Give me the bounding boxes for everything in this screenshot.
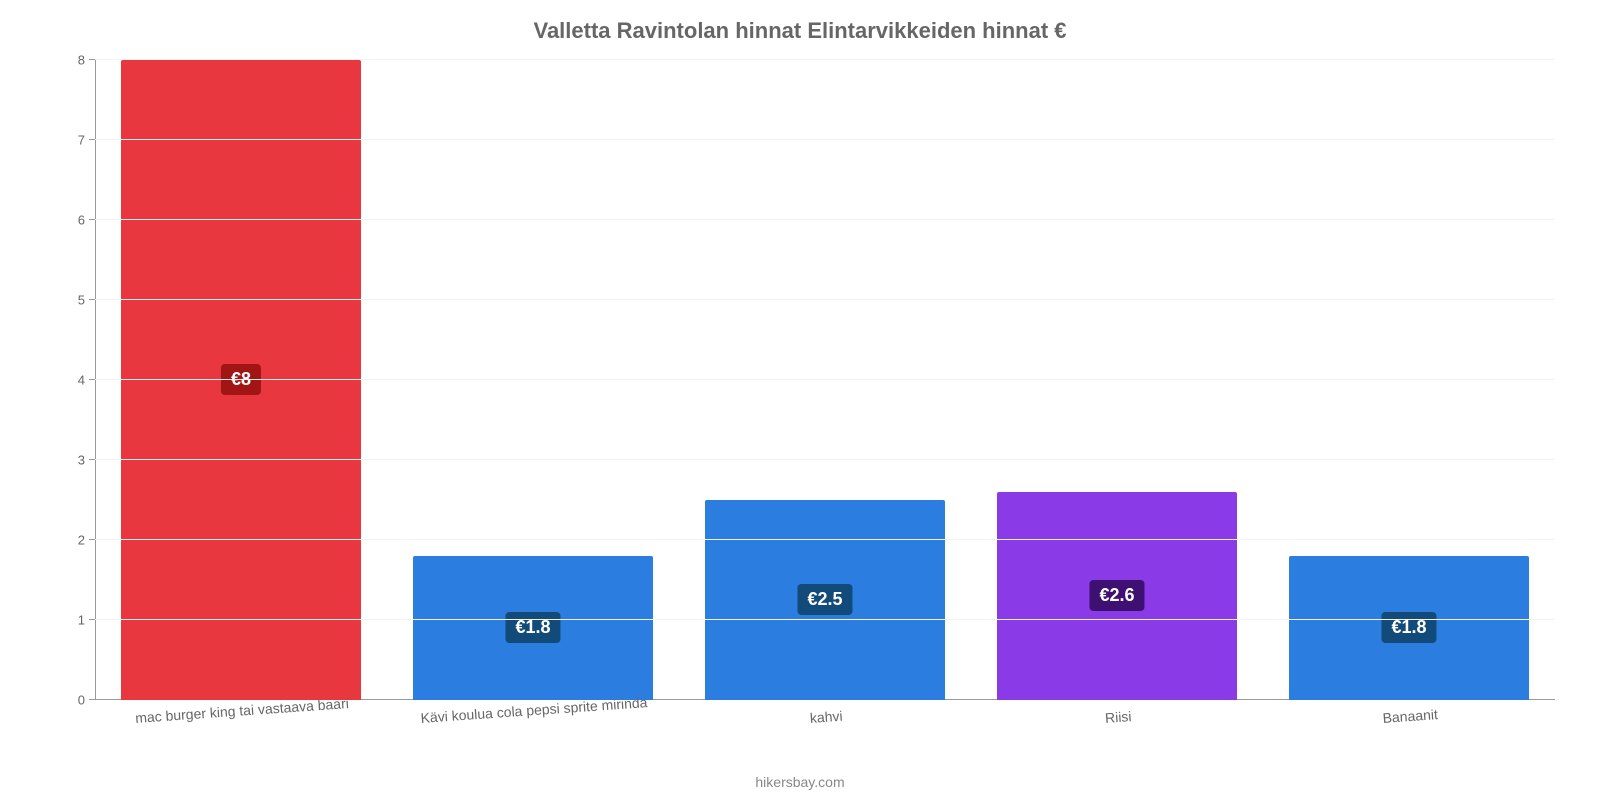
ytick-label: 5 (78, 293, 95, 308)
price-bar-chart: Valletta Ravintolan hinnat Elintarvikkei… (0, 0, 1600, 800)
bar-value-label: €2.5 (797, 584, 852, 615)
grid-line (95, 619, 1555, 620)
chart-credit: hikersbay.com (0, 774, 1600, 790)
bar-slot: €2.6Riisi (971, 60, 1263, 700)
grid-line (95, 459, 1555, 460)
ytick-label: 7 (78, 133, 95, 148)
xtick-label: Riisi (1104, 698, 1132, 726)
grid-line (95, 299, 1555, 300)
bar-value-label: €1.8 (505, 612, 560, 643)
chart-title: Valletta Ravintolan hinnat Elintarvikkei… (0, 18, 1600, 44)
ytick-label: 1 (78, 613, 95, 628)
bar-value-label: €2.6 (1089, 580, 1144, 611)
grid-line (95, 139, 1555, 140)
bar: €1.8 (413, 556, 652, 700)
bar-slot: €1.8Banaanit (1263, 60, 1555, 700)
grid-line (95, 219, 1555, 220)
ytick-label: 4 (78, 373, 95, 388)
grid-line (95, 379, 1555, 380)
bar: €2.6 (997, 492, 1236, 700)
ytick-label: 8 (78, 53, 95, 68)
plot-area: €8mac burger king tai vastaava baari€1.8… (95, 60, 1555, 700)
bar-slot: €8mac burger king tai vastaava baari (95, 60, 387, 700)
bar-value-label: €1.8 (1381, 612, 1436, 643)
bars-container: €8mac burger king tai vastaava baari€1.8… (95, 60, 1555, 700)
grid-line (95, 59, 1555, 60)
xtick-label: Banaanit (1381, 696, 1438, 726)
ytick-label: 0 (78, 693, 95, 708)
bar-slot: €1.8Kävi koulua cola pepsi sprite mirind… (387, 60, 679, 700)
ytick-label: 6 (78, 213, 95, 228)
bar: €1.8 (1289, 556, 1528, 700)
xtick-label: kahvi (809, 698, 843, 726)
bar: €8 (121, 60, 360, 700)
bar-slot: €2.5kahvi (679, 60, 971, 700)
grid-line (95, 539, 1555, 540)
ytick-label: 2 (78, 533, 95, 548)
ytick-label: 3 (78, 453, 95, 468)
bar: €2.5 (705, 500, 944, 700)
